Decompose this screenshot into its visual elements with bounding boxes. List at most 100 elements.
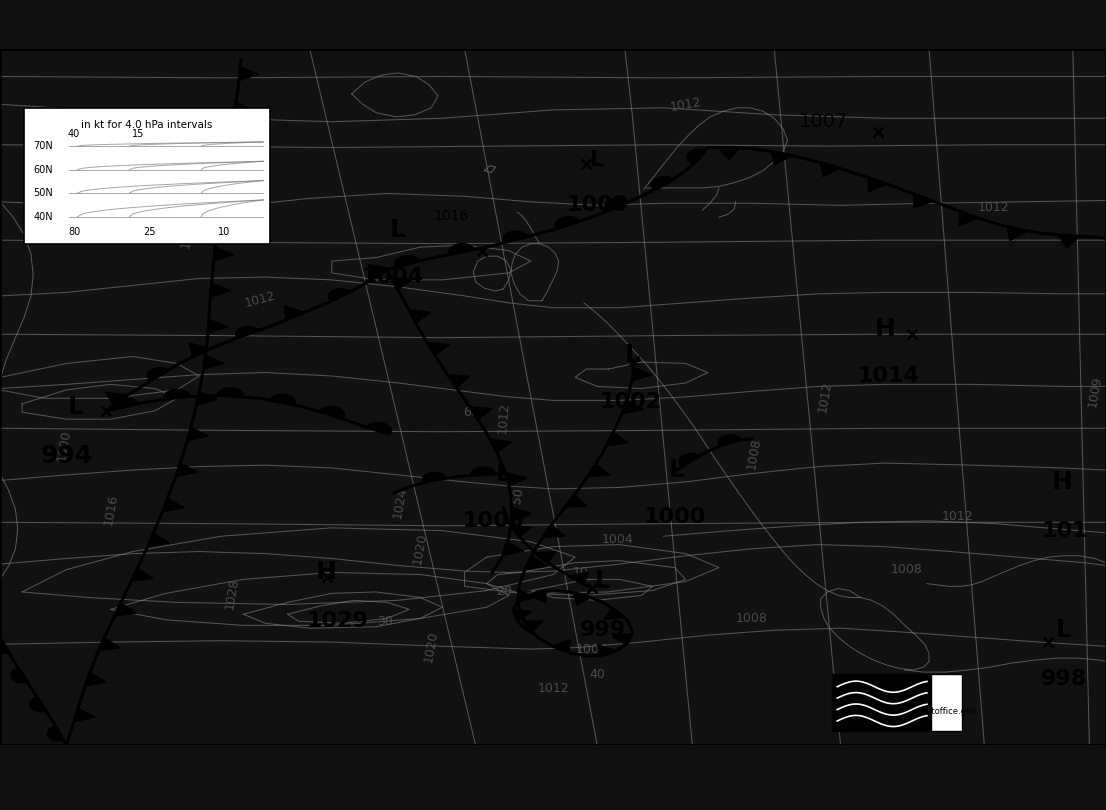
Polygon shape	[522, 621, 543, 632]
Text: 999: 999	[580, 620, 626, 640]
Polygon shape	[409, 309, 430, 322]
Text: L: L	[67, 395, 83, 420]
Polygon shape	[597, 645, 616, 658]
Polygon shape	[718, 147, 740, 160]
Text: L: L	[595, 569, 611, 594]
Wedge shape	[679, 454, 700, 467]
Text: metoffice.gov: metoffice.gov	[918, 707, 975, 716]
Polygon shape	[633, 367, 653, 381]
Text: 1008: 1008	[745, 437, 763, 471]
Polygon shape	[821, 163, 841, 177]
Text: 1016: 1016	[434, 209, 469, 223]
Polygon shape	[98, 637, 119, 650]
Text: 1009: 1009	[566, 195, 628, 215]
Polygon shape	[512, 507, 531, 521]
Wedge shape	[48, 727, 64, 741]
Polygon shape	[218, 211, 238, 224]
Polygon shape	[115, 603, 136, 616]
Text: 1028: 1028	[223, 577, 241, 610]
Text: 30: 30	[377, 615, 393, 628]
Polygon shape	[959, 211, 979, 225]
Polygon shape	[525, 556, 547, 569]
Wedge shape	[449, 244, 474, 254]
Text: 994: 994	[40, 444, 93, 468]
Polygon shape	[189, 343, 210, 357]
Polygon shape	[507, 472, 526, 486]
Wedge shape	[270, 394, 295, 405]
Polygon shape	[613, 633, 633, 646]
Wedge shape	[11, 668, 28, 683]
Polygon shape	[868, 177, 887, 192]
Text: 1004: 1004	[362, 267, 424, 287]
Wedge shape	[503, 231, 529, 243]
Text: H: H	[1052, 470, 1072, 494]
Polygon shape	[622, 400, 644, 414]
Text: 15: 15	[132, 130, 145, 139]
Wedge shape	[30, 697, 46, 712]
Polygon shape	[85, 672, 106, 686]
Text: 10: 10	[573, 566, 588, 579]
Polygon shape	[176, 463, 197, 476]
Text: 50N: 50N	[33, 188, 53, 198]
Polygon shape	[914, 194, 933, 208]
Polygon shape	[606, 433, 628, 446]
Polygon shape	[233, 103, 254, 117]
Text: 1007: 1007	[800, 113, 848, 131]
Text: 1024: 1024	[392, 486, 409, 519]
Polygon shape	[503, 542, 524, 556]
Wedge shape	[422, 472, 446, 482]
Polygon shape	[210, 284, 230, 297]
Text: 1008: 1008	[891, 563, 922, 576]
Text: 1012: 1012	[978, 201, 1009, 214]
Polygon shape	[208, 319, 228, 333]
Text: 1012: 1012	[669, 96, 702, 113]
Text: 60N: 60N	[33, 164, 53, 175]
Text: 1012: 1012	[243, 289, 276, 309]
Text: 1016: 1016	[102, 493, 119, 526]
Polygon shape	[390, 277, 413, 290]
Polygon shape	[490, 439, 512, 452]
Text: H: H	[316, 561, 336, 585]
Text: 1008: 1008	[737, 612, 768, 625]
Wedge shape	[0, 639, 9, 654]
Text: 101: 101	[1042, 521, 1088, 540]
Polygon shape	[284, 306, 304, 320]
Text: L: L	[591, 150, 604, 170]
Text: 1012: 1012	[179, 216, 197, 250]
Text: 20: 20	[497, 586, 512, 599]
Wedge shape	[217, 388, 243, 397]
Bar	[931, 674, 962, 731]
Polygon shape	[74, 708, 95, 722]
Wedge shape	[651, 177, 675, 190]
Polygon shape	[573, 593, 592, 605]
Polygon shape	[512, 609, 532, 621]
Text: H: H	[875, 317, 895, 341]
Wedge shape	[395, 256, 420, 267]
Text: 1000: 1000	[55, 428, 73, 463]
Polygon shape	[197, 391, 217, 405]
Text: 60: 60	[463, 406, 479, 419]
Wedge shape	[147, 368, 168, 381]
Polygon shape	[470, 407, 492, 420]
Text: 1000: 1000	[644, 507, 706, 527]
Polygon shape	[222, 175, 242, 189]
Polygon shape	[1058, 235, 1079, 248]
Wedge shape	[555, 216, 581, 229]
Text: 998: 998	[1041, 669, 1087, 689]
Polygon shape	[148, 533, 169, 547]
Text: 40N: 40N	[33, 211, 53, 222]
Wedge shape	[328, 288, 351, 301]
Text: 80: 80	[67, 227, 81, 237]
Polygon shape	[187, 428, 208, 441]
Polygon shape	[570, 572, 588, 584]
Polygon shape	[511, 526, 532, 537]
Text: 1020: 1020	[422, 629, 440, 663]
Text: 1012: 1012	[816, 380, 834, 414]
Text: L: L	[1056, 618, 1072, 642]
Text: L: L	[495, 462, 511, 485]
Text: L: L	[390, 218, 406, 241]
Text: 1004: 1004	[602, 533, 633, 546]
Wedge shape	[605, 198, 629, 211]
Polygon shape	[604, 608, 625, 619]
Text: 50: 50	[510, 487, 525, 505]
